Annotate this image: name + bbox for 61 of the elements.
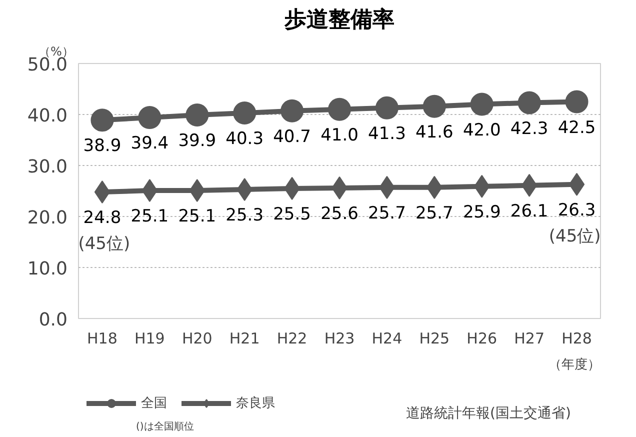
chart-title: 歩道整備率 <box>284 6 394 32</box>
data-label: 26.3 <box>558 200 596 220</box>
point <box>521 174 538 197</box>
data-label: 39.9 <box>178 131 216 152</box>
legend-label: 奈良県 <box>236 395 275 412</box>
data-label: 40.7 <box>273 126 311 147</box>
point <box>280 99 304 122</box>
annotation: (45位) <box>78 234 130 254</box>
data-label: 26.1 <box>510 201 548 222</box>
x-tick-label: H24 <box>372 330 402 348</box>
text: ()は全国順位 <box>136 420 194 432</box>
x-tick-label: H21 <box>229 330 260 348</box>
x-tick-label: H22 <box>276 330 308 348</box>
data-label: 39.4 <box>130 134 169 154</box>
x-tick-label: H27 <box>514 330 545 348</box>
data-label: 25.7 <box>368 203 406 224</box>
data-label: 41.3 <box>368 124 406 144</box>
point <box>94 180 110 204</box>
x-tick-label: H28 <box>562 330 592 348</box>
y-tick-label: 40.0 <box>27 106 68 126</box>
data-label: 42.0 <box>462 120 501 140</box>
annotation: (45位) <box>548 226 601 246</box>
data-label: 24.8 <box>83 208 122 228</box>
x-tick-label: H18 <box>87 330 118 348</box>
data-label: 25.5 <box>273 204 311 224</box>
x-tick-label: H26 <box>466 330 498 348</box>
point <box>328 98 351 121</box>
data-label: 25.6 <box>320 204 358 224</box>
point <box>142 178 158 202</box>
data-label: 42.5 <box>558 118 596 138</box>
data-label: 25.3 <box>226 205 264 226</box>
y-tick-label: 30.0 <box>27 156 68 178</box>
point <box>233 101 256 124</box>
point <box>138 106 162 130</box>
point <box>470 92 494 116</box>
data-label: 41.6 <box>415 122 454 142</box>
x-tick-label: H20 <box>182 330 212 348</box>
point <box>90 108 114 132</box>
text: 道路統計年報(国土交通省) <box>406 406 571 422</box>
x-tick-label: H23 <box>324 330 355 348</box>
point <box>186 104 209 126</box>
x-tick-label: H25 <box>419 330 450 348</box>
point <box>518 91 541 114</box>
data-label: 25.1 <box>178 206 216 226</box>
y-tick-label: 10.0 <box>27 258 68 280</box>
point <box>375 96 398 120</box>
legend-label: 全国 <box>141 395 167 412</box>
data-label: 25.9 <box>462 202 501 222</box>
data-label: 25.1 <box>130 206 169 226</box>
data-label: 42.3 <box>510 118 548 139</box>
y-tick-label: 20.0 <box>27 208 68 228</box>
data-label: 40.3 <box>226 128 264 149</box>
point <box>568 172 585 196</box>
point <box>565 90 588 114</box>
x-tick-label: H19 <box>134 330 165 348</box>
point <box>422 94 446 118</box>
data-label: 41.0 <box>320 125 358 146</box>
y-tick-label: 0.0 <box>38 310 68 330</box>
x-axis-title: （年度） <box>548 356 600 372</box>
data-label: 38.9 <box>83 136 122 156</box>
data-label: 25.7 <box>415 203 454 224</box>
